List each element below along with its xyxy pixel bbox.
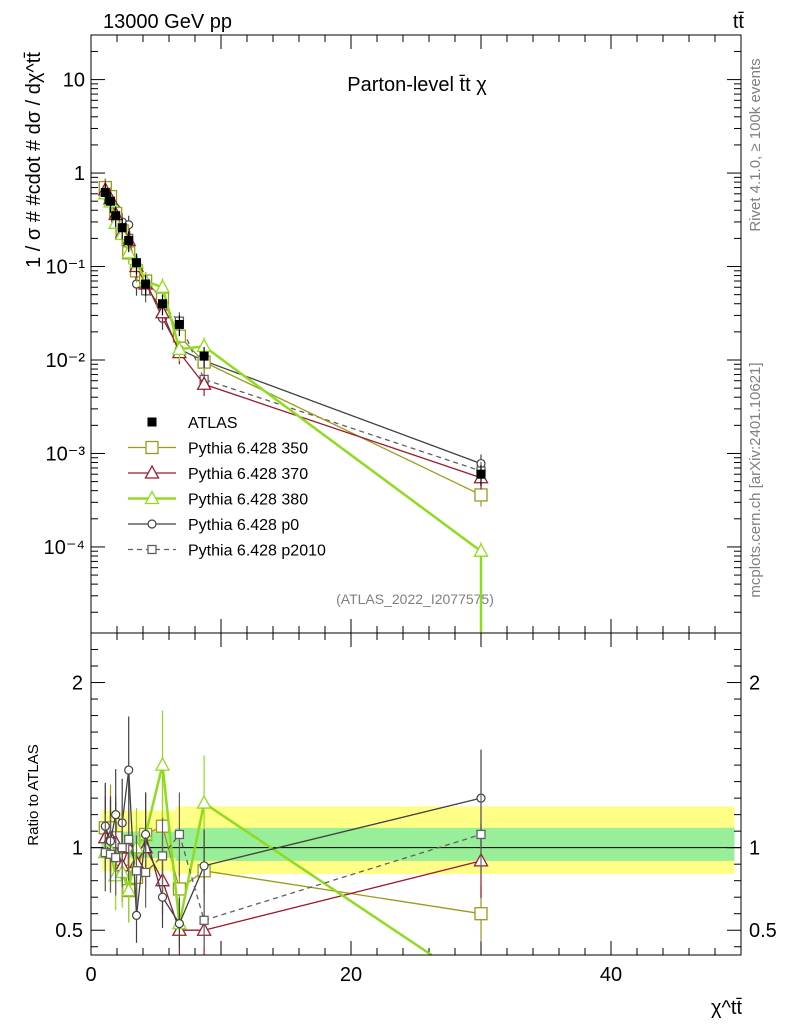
main-y-tick-label: 10⁻¹ bbox=[46, 257, 86, 279]
legend-entry-5: Pythia 6.428 p2010 bbox=[128, 543, 326, 560]
ratio-y-tick-label: 1 bbox=[72, 838, 83, 860]
main-data-point bbox=[132, 258, 141, 268]
legend-label: Pythia 6.428 380 bbox=[188, 492, 308, 509]
legend-entry-0: ATLAS bbox=[147, 415, 238, 432]
main-data-point bbox=[174, 319, 184, 329]
main-data-point bbox=[100, 187, 110, 197]
main-data-point bbox=[158, 299, 167, 309]
ratio-data-point bbox=[124, 765, 134, 775]
legend-label: Pythia 6.428 p2010 bbox=[188, 543, 326, 560]
ratio-data-point bbox=[476, 829, 486, 840]
main-data-point bbox=[473, 542, 489, 557]
legend-marker-sample bbox=[145, 440, 159, 455]
main-series-0 bbox=[100, 183, 486, 486]
main-series-4 bbox=[100, 178, 486, 476]
ratio-data-point bbox=[174, 919, 184, 929]
main-data-point bbox=[154, 278, 171, 293]
main-data-point bbox=[196, 375, 212, 390]
ratio-data-point bbox=[199, 861, 209, 871]
ratio-y-tick-label: 2 bbox=[72, 673, 83, 695]
main-series-5 bbox=[100, 184, 486, 483]
legend-entry-2: Pythia 6.428 370 bbox=[128, 464, 308, 483]
main-y-tick-label: 10 bbox=[63, 70, 85, 92]
x-axis-label: χ^tt̄ bbox=[711, 997, 742, 1019]
ratio-data-point bbox=[157, 851, 168, 861]
main-data-point bbox=[474, 488, 488, 502]
header-energy-label: 13000 GeV pp bbox=[103, 11, 232, 33]
ratio-y-tick-label-right: 2 bbox=[749, 673, 760, 695]
legend-marker-sample bbox=[144, 490, 160, 505]
ratio-panel-frame bbox=[90, 632, 742, 956]
main-series-line bbox=[104, 193, 482, 472]
legend-label: ATLAS bbox=[188, 415, 238, 432]
ratio-data-point bbox=[196, 794, 212, 809]
ratio-y-tick-label-right: 1 bbox=[749, 838, 760, 860]
ratio-series-4 bbox=[100, 792, 486, 947]
legend-marker-sample bbox=[147, 417, 157, 427]
main-data-point bbox=[141, 279, 151, 289]
legend-marker-sample bbox=[147, 519, 157, 529]
legend-marker-sample bbox=[147, 544, 157, 555]
ratio-data-point bbox=[117, 843, 127, 853]
mcplots-label: mcplots.cern.ch [arXiv:2401.10621] bbox=[747, 362, 764, 597]
main-series-line bbox=[104, 187, 482, 465]
main-series-group bbox=[97, 178, 489, 633]
main-data-point bbox=[106, 196, 115, 206]
main-data-point bbox=[124, 235, 134, 245]
legend-entry-3: Pythia 6.428 380 bbox=[128, 490, 308, 509]
main-y-tick-label: 1 bbox=[74, 163, 85, 185]
ratio-series-group bbox=[97, 710, 489, 957]
main-y-tick-label: 10⁻² bbox=[46, 350, 86, 372]
ratio-band-1 bbox=[175, 827, 735, 861]
ratio-data-point bbox=[174, 829, 185, 840]
rivet-version-label: Rivet 4.1.0, ≥ 100k events bbox=[747, 58, 764, 231]
main-data-point bbox=[111, 211, 121, 221]
main-y-axis-label: 1 / σ # #cdot # dσ / dχ^tt̄ bbox=[23, 52, 45, 268]
legend: ATLAS Pythia 6.428 350 Pythia 6.428 370 Pyt… bbox=[128, 415, 326, 560]
ratio-data-point bbox=[140, 867, 151, 878]
legend-label: Pythia 6.428 370 bbox=[188, 466, 308, 483]
ratio-x-tick-label: 20 bbox=[340, 964, 362, 986]
legend-entry-1: Pythia 6.428 350 bbox=[128, 441, 308, 458]
legend-label: Pythia 6.428 p0 bbox=[188, 517, 299, 534]
main-data-point bbox=[171, 340, 187, 355]
ratio-y-tick-label-right: 0.5 bbox=[749, 920, 777, 942]
ratio-data-point bbox=[111, 810, 121, 820]
ratio-data-point bbox=[121, 882, 137, 897]
legend-marker-sample bbox=[144, 464, 160, 479]
ratio-data-point bbox=[154, 756, 171, 771]
main-data-point bbox=[476, 469, 486, 479]
main-y-tick-label: 10⁻⁴ bbox=[44, 537, 85, 559]
main-series-line bbox=[104, 189, 482, 479]
main-data-point bbox=[117, 223, 127, 233]
ratio-data-point bbox=[131, 910, 142, 920]
legend-entry-4: Pythia 6.428 p0 bbox=[128, 517, 299, 534]
ratio-data-point bbox=[474, 907, 488, 921]
ratio-y-axis-label: Ratio to ATLAS bbox=[25, 744, 42, 845]
axes-and-ticks: 10 1 10⁻¹ 10⁻² 10⁻³ 10⁻⁴ 0 20 40 0.5 0.5 1 1 2 2 bbox=[44, 34, 777, 986]
ratio-data-point bbox=[124, 834, 134, 845]
ratio-y-tick-label: 0.5 bbox=[55, 920, 83, 942]
ratio-data-point bbox=[157, 892, 168, 902]
ratio-x-tick-label: 40 bbox=[600, 964, 622, 986]
analysis-watermark: (ATLAS_2022_I2077575) bbox=[336, 591, 494, 607]
ratio-data-point bbox=[199, 915, 209, 925]
chart-title: Parton-level t̄t χ bbox=[347, 74, 487, 96]
ratio-x-tick-label: 0 bbox=[85, 964, 96, 986]
main-data-point bbox=[199, 351, 209, 361]
main-y-tick-label: 10⁻³ bbox=[46, 443, 86, 465]
ratio-data-point bbox=[111, 852, 121, 863]
ratio-data-point bbox=[131, 866, 142, 876]
header-process-label: tt̄ bbox=[733, 11, 745, 33]
ratio-data-point bbox=[141, 829, 151, 840]
legend-label: Pythia 6.428 350 bbox=[188, 441, 308, 458]
